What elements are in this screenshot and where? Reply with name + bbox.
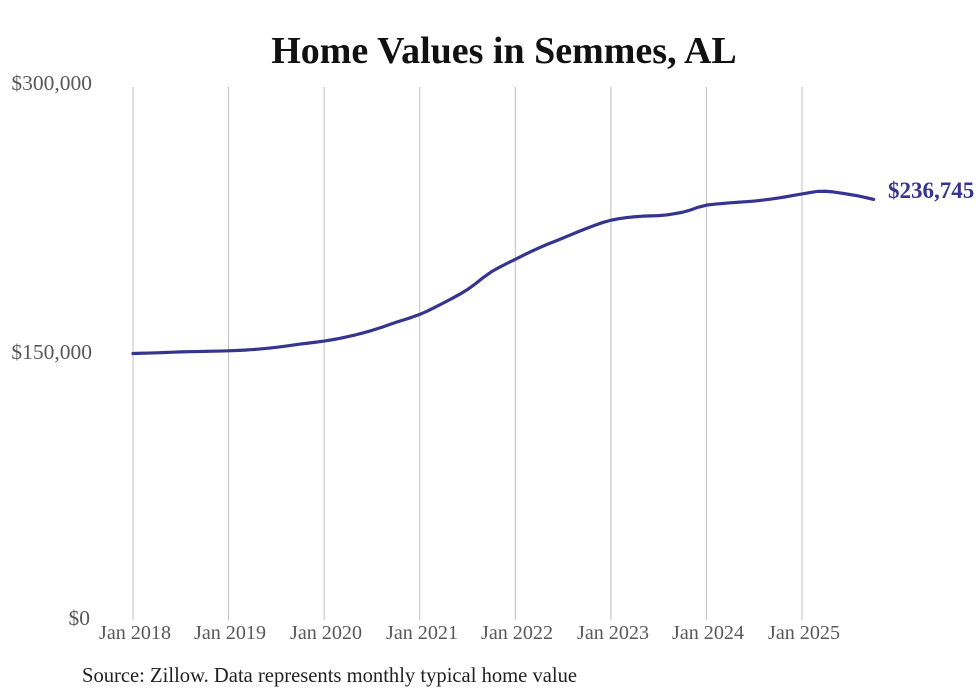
svg-text:Jan 2021: Jan 2021 bbox=[386, 622, 458, 644]
svg-text:$300,000: $300,000 bbox=[11, 71, 92, 95]
svg-text:Jan 2023: Jan 2023 bbox=[577, 622, 649, 644]
svg-text:Jan 2022: Jan 2022 bbox=[481, 622, 553, 644]
svg-text:$0: $0 bbox=[69, 606, 91, 630]
svg-text:$150,000: $150,000 bbox=[11, 340, 92, 364]
svg-text:Jan 2018: Jan 2018 bbox=[99, 622, 171, 644]
svg-text:Jan 2025: Jan 2025 bbox=[768, 622, 840, 644]
svg-text:Jan 2020: Jan 2020 bbox=[290, 622, 362, 644]
svg-text:$236,745: $236,745 bbox=[888, 178, 974, 203]
svg-text:Jan 2024: Jan 2024 bbox=[672, 622, 744, 644]
svg-text:Jan 2019: Jan 2019 bbox=[194, 622, 266, 644]
